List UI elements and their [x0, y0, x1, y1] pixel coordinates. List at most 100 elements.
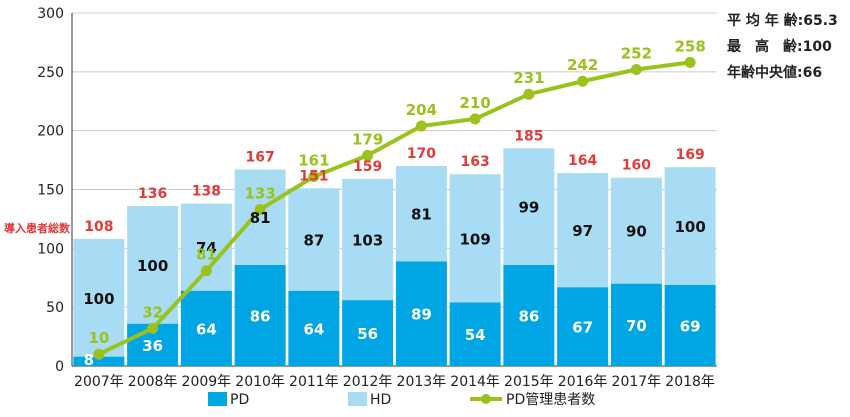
line-value-label: 32 [142, 303, 163, 321]
line-value-label: 252 [621, 44, 652, 62]
pd-value-label: 56 [357, 325, 378, 343]
mean-age-label: 平 均 年 齢:65.3 [727, 13, 838, 29]
line-point [93, 348, 105, 360]
pd-value-label: 67 [572, 319, 593, 337]
line-point [200, 265, 212, 277]
total-value-label: 164 [568, 153, 597, 169]
pd-value-label: 54 [465, 326, 486, 344]
y-tick-label: 100 [37, 241, 64, 257]
hd-value-label: 90 [626, 223, 647, 241]
pd-value-label: 86 [518, 307, 539, 325]
total-value-label: 136 [138, 186, 167, 202]
x-tick-label: 2008年 [128, 374, 178, 390]
bar-hd [234, 169, 286, 265]
line-value-label: 10 [88, 329, 109, 347]
bar-hd [610, 177, 662, 284]
pd-value-label: 86 [250, 307, 271, 325]
bar-hd [395, 165, 447, 262]
legend-label-line: PD管理患者数 [506, 392, 595, 408]
line-point [469, 113, 481, 125]
x-tick-label: 2017年 [612, 374, 662, 390]
line-point [147, 322, 159, 334]
line-value-label: 258 [674, 37, 705, 55]
y-tick-label: 0 [55, 359, 64, 375]
total-value-label: 170 [407, 146, 436, 162]
bar-hd [288, 188, 340, 291]
line-point [630, 63, 642, 75]
pd-value-label: 36 [142, 337, 163, 355]
x-tick-label: 2013年 [397, 374, 447, 390]
bar-hd [503, 148, 555, 265]
bar-pd [73, 356, 125, 366]
total-value-label: 167 [246, 149, 275, 165]
line-value-label: 231 [513, 69, 544, 87]
total-value-label: 163 [461, 154, 490, 170]
hd-value-label: 100 [83, 290, 114, 308]
pd-value-label: 64 [196, 320, 217, 338]
line-value-label: 179 [352, 130, 383, 148]
hd-value-label: 74 [196, 239, 217, 257]
pd-value-label: 64 [303, 320, 324, 338]
bar-pd [395, 261, 447, 366]
hd-value-label: 100 [137, 257, 168, 275]
pd-value-label: 69 [680, 317, 701, 335]
total-value-label: 185 [514, 128, 543, 144]
line-point [362, 149, 374, 161]
age-stats: 平 均 年 齢:65.3 最 高 齢:100 年齢中央値:66 [727, 8, 838, 86]
bar-hd [127, 205, 179, 324]
median-age-label: 年齢中央値:66 [727, 65, 823, 81]
legend-swatch-hd [348, 392, 367, 406]
total-value-label: 108 [84, 219, 113, 235]
max-age-label: 最 高 齢:100 [727, 39, 832, 55]
line-value-label: 204 [406, 101, 437, 119]
line-point [254, 204, 266, 216]
line-point [415, 120, 427, 132]
bar-pd [664, 284, 716, 366]
y-tick-label: 200 [37, 124, 64, 140]
legend-label-pd: PD [230, 392, 249, 408]
line-value-label: 81 [196, 246, 217, 264]
line-value-label: 161 [298, 152, 329, 170]
x-tick-label: 2016年 [558, 374, 608, 390]
hd-value-label: 81 [411, 206, 432, 224]
hd-value-label: 100 [674, 218, 705, 236]
line-point [523, 88, 535, 100]
x-tick-label: 2010年 [235, 374, 285, 390]
bar-pd [557, 287, 609, 366]
pd-value-label: 70 [626, 317, 647, 335]
y-tick-label: 300 [37, 6, 64, 22]
total-value-label: 160 [622, 158, 651, 174]
line-value-label: 210 [459, 94, 490, 112]
bar-pd [449, 302, 501, 366]
hd-value-label: 99 [518, 199, 539, 217]
hd-value-label: 109 [459, 230, 490, 248]
bar-pd [610, 283, 662, 366]
x-tick-label: 2015年 [504, 374, 554, 390]
hd-value-label: 87 [303, 232, 324, 250]
hd-value-label: 81 [250, 209, 271, 227]
line-point [577, 75, 589, 87]
line-point [308, 171, 320, 183]
pd-value-label: 89 [411, 306, 432, 324]
y-tick-label: 150 [37, 183, 64, 199]
legend-swatch-point [481, 394, 491, 404]
bar-hd [342, 178, 394, 301]
legend-swatch-pd [208, 392, 227, 406]
line-value-label: 242 [567, 56, 598, 74]
line-value-label: 133 [244, 185, 275, 203]
bar-hd [73, 238, 125, 357]
line-pd-managed [98, 60, 691, 357]
x-tick-label: 2018年 [665, 374, 715, 390]
bar-pd [180, 290, 232, 366]
total-value-label: 169 [676, 147, 705, 163]
x-tick-label: 2011年 [289, 374, 339, 390]
total-patients-label: 導入患者総数 [4, 222, 70, 235]
x-tick-label: 2009年 [182, 374, 232, 390]
hd-value-label: 97 [572, 222, 593, 240]
bar-pd [342, 300, 394, 366]
bar-pd [288, 290, 340, 366]
y-tick-label: 250 [37, 65, 64, 81]
x-tick-label: 2007年 [74, 374, 124, 390]
x-tick-label: 2014年 [450, 374, 500, 390]
